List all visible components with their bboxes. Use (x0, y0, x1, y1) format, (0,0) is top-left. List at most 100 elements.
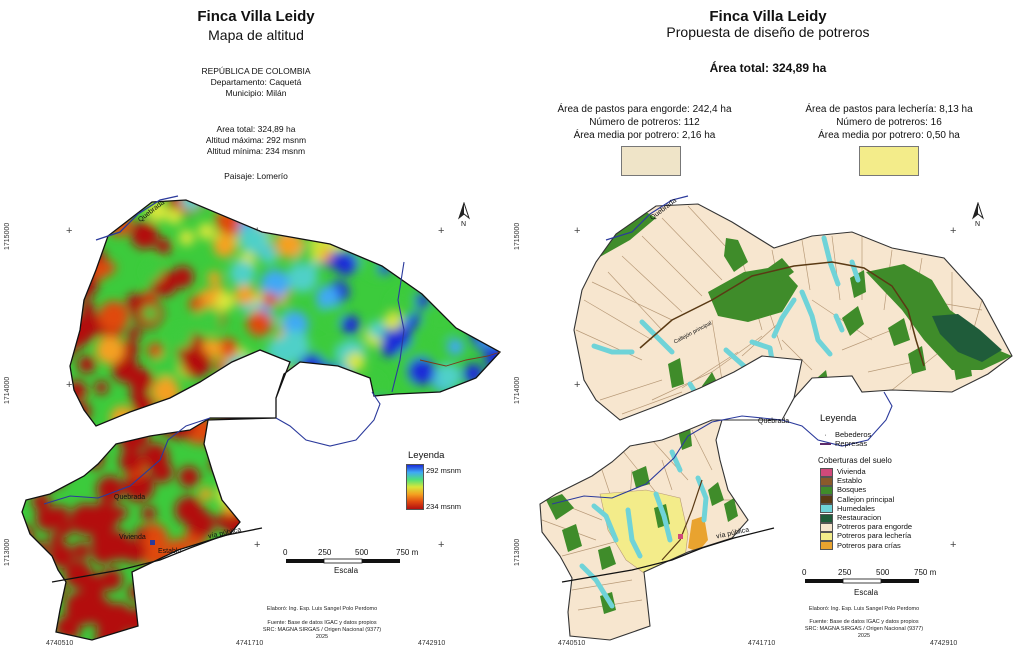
altitude-cell (22, 323, 30, 343)
left-title: Finca Villa Leidy (197, 8, 315, 25)
engorde-swatch (621, 146, 681, 176)
altitude-cell (188, 296, 205, 312)
altitude-cell (451, 266, 479, 294)
legend-label: Potreros para lechería (837, 531, 912, 541)
x-tick-label: 4740510 (46, 640, 74, 647)
altitude-cell (251, 202, 273, 225)
grid-cross-icon: + (438, 539, 445, 551)
paddock-boundary (661, 217, 723, 281)
altitude-cell (70, 200, 101, 211)
altitude-cell (489, 332, 500, 347)
altitude-cell (457, 471, 490, 504)
altitude-cell (401, 246, 414, 259)
altitude-cell (96, 200, 109, 214)
altitude-cell (56, 519, 73, 537)
altitude-cell (494, 372, 500, 397)
altitude-cell (237, 504, 269, 536)
house-label: Vivienda (119, 534, 146, 541)
paddock-design-panel: Finca Villa Leidy Propuesta de diseño de… (512, 0, 1024, 654)
altitude-cell (413, 516, 437, 540)
altitude-cell (217, 480, 247, 510)
altitude-cell (420, 200, 452, 220)
north-arrow-icon (457, 202, 471, 220)
dot-icon: · (824, 430, 827, 439)
altitude-cell (159, 593, 180, 613)
altitude-cell (347, 424, 379, 456)
legend-label: Potreros para engorde (837, 522, 913, 532)
altitude-cell (449, 394, 463, 409)
altitude-cell (305, 505, 319, 519)
legend-label: Restauracion (837, 513, 882, 522)
altitude-cell (433, 550, 462, 579)
engorde-summary: Área de pastos para engorde: 242,4 ha Nú… (552, 103, 737, 142)
altitude-cell (399, 200, 417, 211)
altitude-cell (216, 429, 232, 444)
area-text: Area total: 324,89 ha (216, 124, 296, 134)
altitude-cell (361, 471, 381, 491)
credit-crs: SRC: MAGNA SIRGAS / Origen Nacional (937… (262, 627, 382, 633)
altitude-cell (472, 315, 498, 341)
altitude-cell (42, 457, 63, 478)
altitude-cell (253, 531, 285, 563)
altitude-cell (343, 509, 363, 529)
legend-label: Humedales (837, 503, 875, 513)
altitude-cell (435, 363, 462, 390)
altitude-cell (416, 261, 437, 282)
line-icon (820, 443, 831, 446)
altitude-cell (141, 615, 161, 635)
altitude-cell (127, 415, 140, 428)
north-arrow-icon (971, 202, 985, 220)
paddock-boundary (811, 299, 873, 341)
scale-tick: 750 m (914, 568, 937, 577)
altitude-cell (282, 200, 302, 211)
paddock-boundary (741, 319, 783, 357)
altitude-cell (215, 291, 235, 311)
altitude-cell (320, 304, 343, 327)
legend-bebederos: · Bebederos (820, 430, 871, 439)
altitude-cell (248, 354, 273, 379)
altitude-cell (356, 574, 383, 600)
altitude-cell (242, 533, 267, 558)
paddock-boundary (621, 391, 683, 415)
altitude-color-ramp (406, 464, 424, 510)
altitude-cell (36, 295, 60, 319)
municipality-text: Municipio: Milán (225, 88, 287, 98)
coverage-legend-item: Potreros para crías (820, 541, 901, 551)
credits-block: Elaboró: Ing. Esp. Luis Sangel Polo Perd… (262, 606, 382, 613)
altitude-cell (100, 568, 123, 591)
altitude-cell (495, 502, 500, 522)
right-subtitle: Propuesta de diseño de potreros (666, 24, 870, 40)
legend-swatch (820, 541, 833, 551)
altitude-cell (95, 335, 125, 365)
altitude-cell (22, 271, 30, 285)
grid-cross-icon: + (574, 379, 581, 391)
altitude-cell (130, 419, 148, 436)
altitude-cell (183, 612, 210, 639)
altitude-cell (305, 439, 336, 471)
altitude-cell (435, 581, 457, 603)
coverage-title: Coberturas del suelo (818, 456, 892, 465)
x-tick-label: 4740510 (558, 640, 586, 647)
altitude-cell (212, 555, 235, 577)
altitude-cell (147, 342, 163, 359)
altitude-cell (252, 378, 280, 406)
altitude-cell (130, 221, 159, 249)
altitude-cell (22, 267, 37, 285)
altitude-cell (171, 266, 194, 288)
altitude-cell (22, 338, 32, 351)
altitude-cell (23, 594, 46, 617)
altitude-cell (391, 517, 406, 533)
lecheria-area: Área de pastos para lechería: 8,13 ha (805, 104, 973, 115)
altitude-cell (382, 200, 406, 214)
altitude-cell (450, 441, 466, 457)
altitude-cell (83, 278, 99, 294)
altitude-info: Area total: 324,89 ha Altitud máxima: 29… (170, 124, 342, 157)
altitude-cell (232, 576, 255, 598)
altitude-cell (493, 331, 500, 352)
north-label: N (461, 221, 467, 228)
altitude-cell (480, 414, 500, 435)
altitude-cell (465, 204, 484, 222)
legend-low: 234 msnm (426, 502, 462, 511)
altitude-cell (366, 401, 392, 427)
altitude-cell (234, 284, 256, 305)
